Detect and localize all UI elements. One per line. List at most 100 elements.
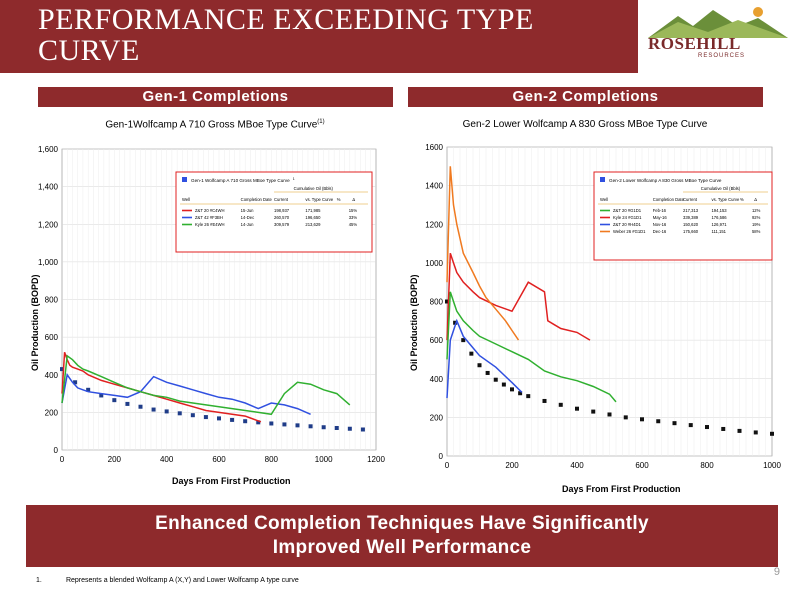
page-title: PERFORMANCE EXCEEDING TYPE CURVE: [38, 4, 638, 66]
gen2-legend-column-header: Δ: [754, 197, 757, 202]
gen1-legend-column-header: Δ: [352, 197, 355, 202]
gen1-legend-row-current: 260,570: [274, 215, 290, 220]
gen1-type-curve-point: [73, 380, 78, 385]
gen1-type-curve-point: [203, 415, 208, 420]
gen2-legend-row-date: May-16: [653, 215, 668, 220]
gen1-type-curve-point: [256, 420, 261, 425]
gen2-type-curve-point: [656, 419, 661, 424]
gen2-legend-row-type-curve: 176,586: [711, 215, 727, 220]
gen2-legend-column-header: %: [740, 197, 744, 202]
gen1-y-tick-label: 1,600: [38, 145, 59, 154]
chart-title-gen1-footnote-mark: (1): [317, 119, 325, 125]
gen2-y-tick-label: 1400: [425, 182, 443, 191]
gen1-legend-column-header: %: [337, 197, 341, 202]
gen2-legend-row-pct: 58%: [752, 229, 761, 234]
gen2-type-curve-point: [672, 421, 677, 426]
gen2-legend-row-current: 217,313: [683, 208, 699, 213]
chart-title-gen2: Gen-2 Lower Wolfcamp A 830 Gross MBoe Ty…: [462, 119, 708, 130]
conclusion-banner: Enhanced Completion Techniques Have Sign…: [26, 505, 778, 567]
gen2-x-tick-label: 0: [445, 461, 450, 470]
gen2-legend-row-pct: 12%: [752, 208, 761, 213]
gen2-type-curve-point: [753, 430, 758, 435]
gen1-type-curve-point: [86, 387, 91, 392]
gen2-series-4-line: [446, 166, 520, 341]
gen2-legend-row-type-curve: 194,153: [711, 208, 727, 213]
gen2-type-curve-point: [640, 417, 644, 422]
gen1-x-tick-label: 0: [60, 455, 65, 464]
gen1-type-curve-point: [60, 367, 64, 372]
gen1-legend-row-date: 15-Jun: [241, 208, 254, 213]
gen1-legend-column-header: Current: [274, 197, 289, 202]
gen1-type-curve-point: [164, 409, 169, 414]
gen2-type-curve-point: [737, 428, 742, 433]
gen1-type-curve-point: [269, 421, 274, 426]
gen2-type-curve-point: [453, 320, 458, 325]
gen1-type-curve-point: [334, 425, 339, 430]
gen1-type-curve-point: [151, 407, 156, 412]
gen2-y-tick-label: 0: [439, 452, 444, 461]
gen2-legend-row-type-curve: 111,151: [711, 229, 726, 234]
gen1-legend-column-header: vs. Type Curve: [305, 197, 334, 202]
gen1-y-tick-label: 200: [45, 408, 59, 417]
gen2-type-curve-point: [493, 377, 498, 382]
gen1-x-tick-label: 600: [212, 455, 226, 464]
gen1-legend-row-current: 309,579: [274, 222, 290, 227]
gen2-legend-title: Gen-2 Lower Wolfcamp A 830 Gross MBoe Ty…: [609, 178, 722, 183]
gen1-type-curve-point: [308, 424, 313, 429]
gen1-legend-title-footnote-mark: 1: [293, 177, 295, 181]
gen1-legend-group-header: Cumulative Oil (Bbls): [294, 186, 334, 191]
banner-line-2: Improved Well Performance: [272, 537, 532, 558]
page-title-line-2: CURVE: [38, 34, 140, 67]
gen1-legend-row-type-curve: 196,650: [305, 215, 321, 220]
gen2-legend-row-pct: 92%: [752, 215, 761, 220]
gen1-legend-type-curve-marker: [182, 177, 187, 182]
gen1-type-curve-point: [177, 411, 182, 416]
chart-title-gen1-text: Gen-1Wolfcamp A 710 Gross MBoe Type Curv…: [105, 119, 318, 131]
gen1-legend-box: [175, 171, 373, 253]
gen2-legend-column-header: Completion Date: [653, 197, 685, 202]
gen1-legend-column-header: Completion Date: [241, 197, 273, 202]
gen1-series-2-line: [61, 372, 311, 415]
gen1-legend-row-date: 14-Jun: [241, 222, 254, 227]
section-label-gen1: Gen-1 Completions: [38, 87, 393, 107]
gen1-x-tick-label: 800: [265, 455, 279, 464]
gen2-type-curve-point: [501, 382, 506, 387]
mountain-logo-icon: [648, 7, 788, 38]
gen2-series-3-line: [446, 318, 523, 399]
gen1-type-curve-point: [282, 422, 287, 427]
gen1-x-tick-label: 1000: [315, 455, 333, 464]
gen1-legend-title: Gen-1 Wolfcamp A 710 Gross MBoe Type Cur…: [191, 178, 290, 183]
gen1-type-curve-point: [138, 404, 143, 409]
gen1-legend-row-pct: 33%: [349, 215, 358, 220]
gen2-type-curve-point: [461, 338, 466, 343]
gen1-legend-row-current: 198,937: [274, 208, 290, 213]
gen2-x-tick-label: 600: [635, 461, 649, 470]
gen2-type-curve-point: [526, 394, 531, 399]
company-logo: ROSEHILL RESOURCES: [638, 0, 800, 73]
gen2-legend-row-date: Dec-16: [653, 229, 667, 234]
gen1-legend-row-date: 14-Dec: [241, 215, 255, 220]
gen1-type-curve-point: [217, 416, 221, 421]
gen2-x-tick-label: 400: [570, 461, 584, 470]
gen2-type-curve-point: [623, 415, 628, 420]
gen1-type-curve-point: [112, 398, 117, 403]
gen1-y-tick-label: 400: [45, 371, 59, 380]
gen2-x-tick-label: 1000: [763, 461, 781, 470]
gen2-type-curve-point: [770, 431, 774, 436]
gen1-y-tick-label: 800: [45, 296, 59, 305]
gen2-type-curve-point: [542, 398, 547, 403]
gen2-legend-row-type-curve: 126,971: [711, 222, 727, 227]
gen1-type-curve-point: [230, 417, 235, 422]
logo-name: ROSEHILL: [648, 34, 741, 53]
logo-subtitle: RESOURCES: [698, 53, 746, 59]
gen2-x-tick-label: 800: [700, 461, 714, 470]
gen2-y-tick-label: 200: [430, 413, 444, 422]
gen1-legend-row-type-curve: 171,985: [305, 208, 321, 213]
gen2-legend-row-date: Feb-16: [653, 208, 667, 213]
gen2-legend-row-current: 150,620: [683, 222, 699, 227]
page-title-line-1: PERFORMANCE EXCEEDING TYPE: [38, 3, 534, 36]
gen1-x-tick-label: 400: [160, 455, 174, 464]
page-number: 9: [773, 566, 780, 578]
